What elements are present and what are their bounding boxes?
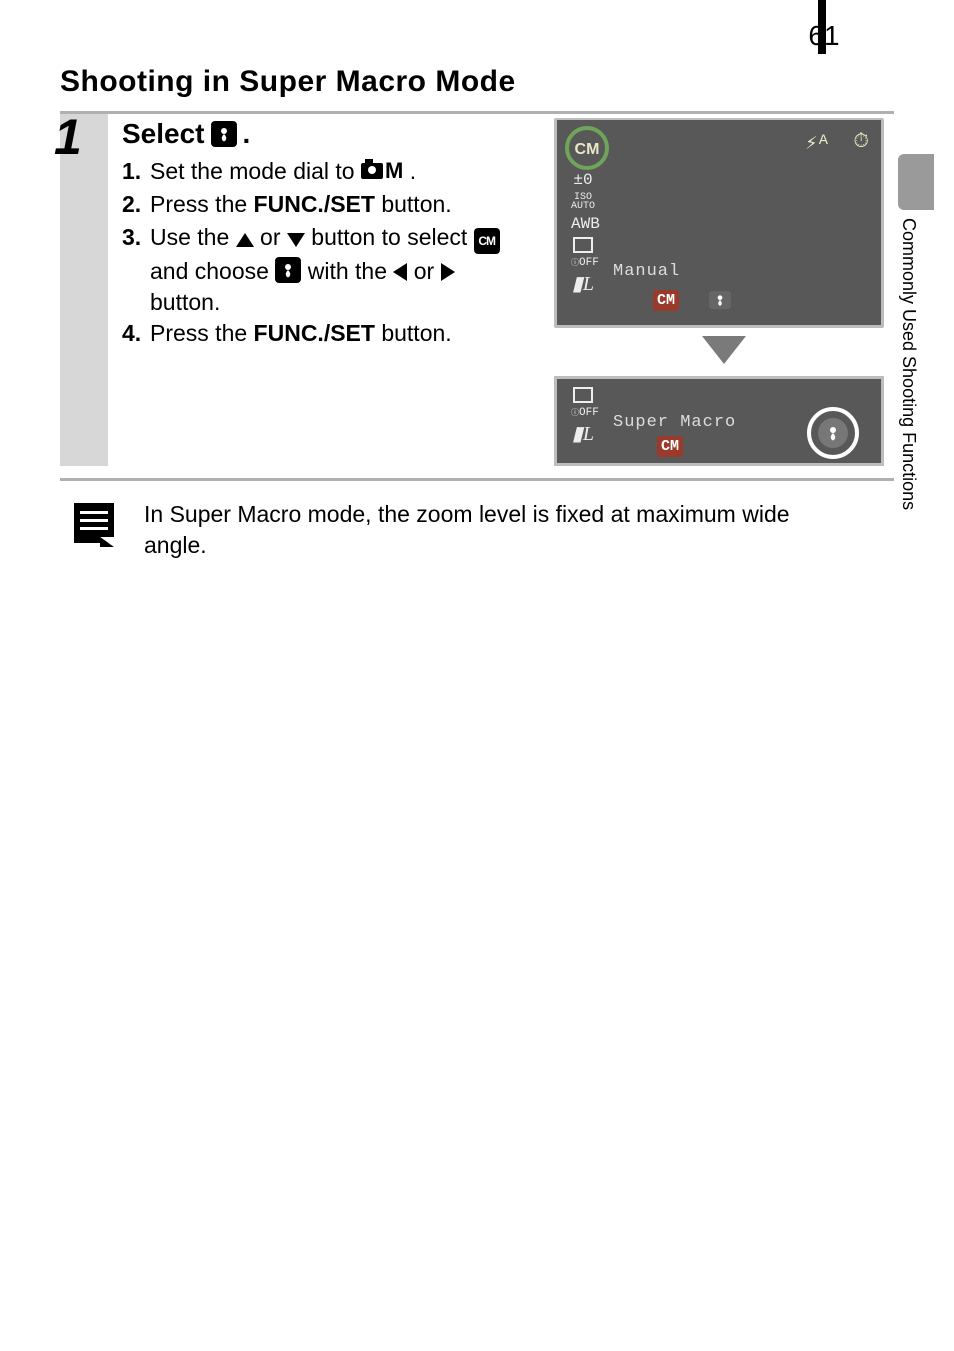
section-title: Shooting in Super Macro Mode — [60, 65, 894, 99]
down-transition-arrow — [702, 336, 746, 364]
flash-auto-icon: ⚡ᴬ — [805, 130, 829, 156]
lcd2-mode-label: Super Macro — [613, 413, 736, 432]
substep-3-mid1: or — [260, 224, 287, 250]
cm-mode-icon: CM — [474, 228, 500, 254]
drive-single-icon — [573, 237, 593, 253]
substep-3b-pre: and choose — [150, 258, 275, 284]
substep-4-pre: Press the — [150, 320, 254, 346]
page-number-wrap: 61 — [764, 0, 884, 52]
super-macro-icon-2 — [275, 257, 301, 283]
step-heading-post: . — [243, 118, 251, 150]
lcd1-chip-macro — [709, 291, 731, 309]
lcd1-mode-label: Manual — [613, 262, 871, 281]
self-timer-icon: ⏱ — [853, 130, 869, 156]
substep-3-line2: and choose with the or — [122, 256, 544, 287]
mode-dial-icon: M — [361, 156, 403, 186]
super-macro-icon — [211, 121, 237, 147]
size-l-icon: ▮L — [571, 274, 595, 294]
side-tab-stub — [898, 154, 934, 210]
substep-2: Press the FUNC./SET button. — [122, 189, 544, 220]
right-arrow-icon — [441, 263, 455, 281]
substep-3-mid2: button to select — [311, 224, 473, 250]
super-macro-selected-icon — [818, 418, 848, 448]
substep-3: Use the or button to select CM — [122, 222, 544, 254]
substep-2-pre: Press the — [150, 191, 254, 217]
step-heading-pre: Select — [122, 118, 205, 150]
mode-dial-m: M — [385, 156, 403, 186]
side-tab: Commonly Used Shooting Functions — [898, 154, 934, 554]
substep-list: Set the mode dial to M . Press the FUNC.… — [122, 156, 544, 254]
substep-3-line3: button. — [122, 287, 544, 318]
substep-2-post: button. — [381, 191, 451, 217]
off-icon-2: ⓘOFF — [571, 408, 595, 419]
note-icon — [70, 499, 126, 556]
substep-4: Press the FUNC./SET button. — [122, 318, 544, 349]
substep-4-post: button. — [381, 320, 451, 346]
lcd-screenshot-1: CM ±0 ISO AUTO AWB ⓘOFF ▮L ⚡ᴬ ⏱ Manual — [554, 118, 884, 328]
substep-3b-mid: with the — [308, 258, 394, 284]
substep-3b-mid2: or — [414, 258, 441, 284]
func-set-label-1: FUNC./SET — [254, 191, 375, 217]
lcd2-chip-cm: CM — [657, 436, 683, 457]
horizontal-rule-bottom — [60, 478, 894, 481]
iso-icon: ISO AUTO — [571, 193, 595, 211]
lcd1-top-right: ⚡ᴬ ⏱ — [805, 130, 869, 156]
off-icon: ⓘOFF — [571, 258, 595, 269]
step-row: 1 Select . Set the mode dial to M — [60, 114, 894, 466]
note-row: In Super Macro mode, the zoom level is f… — [60, 499, 894, 561]
lcd1-mode-bar: CM — [613, 285, 873, 315]
lcd2-side-icons: ⓘOFF ▮L — [571, 387, 595, 444]
up-arrow-icon — [236, 233, 254, 247]
substep-1-pre: Set the mode dial to — [150, 158, 361, 184]
exposure-icon: ±0 — [571, 172, 595, 188]
step-text-column: Select . Set the mode dial to M . — [122, 118, 554, 466]
down-arrow-icon — [287, 233, 305, 247]
substep-1-post: . — [410, 158, 416, 184]
page-number: 61 — [808, 0, 839, 52]
cm-badge-icon: CM — [565, 126, 609, 175]
step-number-column: 1 — [60, 114, 108, 466]
selection-ring — [807, 407, 859, 459]
page: 61 Commonly Used Shooting Functions Shoo… — [0, 0, 954, 1351]
lcd2-mode-bar: CM — [657, 436, 683, 457]
lcd-screenshot-2: ⓘOFF ▮L Super Macro CM — [554, 376, 884, 466]
note-text: In Super Macro mode, the zoom level is f… — [144, 499, 824, 561]
lcd1-chip-cm: CM — [653, 290, 679, 311]
substep-3-pre: Use the — [150, 224, 236, 250]
func-set-label-2: FUNC./SET — [254, 320, 375, 346]
drive-single-icon-2 — [573, 387, 593, 403]
lcd1-side-icons: ±0 ISO AUTO AWB ⓘOFF ▮L — [571, 172, 595, 294]
substep-3c-post: button. — [150, 289, 220, 315]
step-heading: Select . — [122, 118, 544, 150]
step-number: 1 — [54, 108, 82, 166]
step-body: Select . Set the mode dial to M . — [108, 114, 894, 466]
side-tab-label: Commonly Used Shooting Functions — [898, 218, 919, 558]
awb-icon: AWB — [571, 216, 595, 232]
size-l-icon-2: ▮L — [571, 424, 595, 444]
svg-text:CM: CM — [575, 141, 600, 158]
substep-list-2: Press the FUNC./SET button. — [122, 318, 544, 349]
camera-icon — [361, 163, 383, 179]
step-figure-column: CM ±0 ISO AUTO AWB ⓘOFF ▮L ⚡ᴬ ⏱ Manual — [554, 118, 894, 466]
left-arrow-icon — [393, 263, 407, 281]
substep-1: Set the mode dial to M . — [122, 156, 544, 187]
